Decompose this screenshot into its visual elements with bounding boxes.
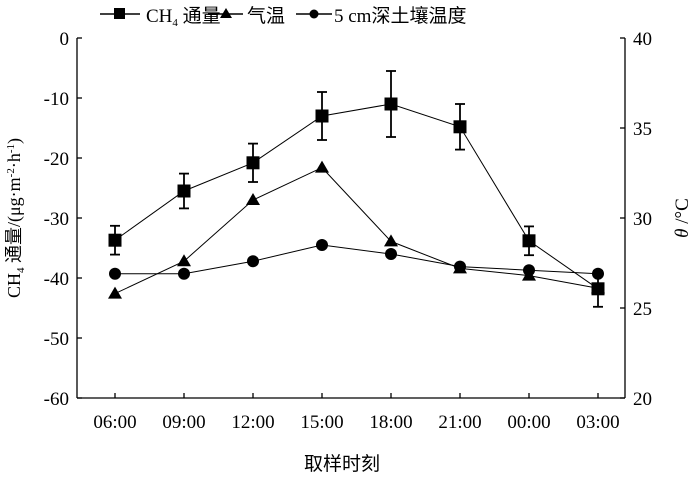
data-point-square	[108, 233, 122, 247]
data-point-circle	[247, 255, 259, 268]
data-point-square	[177, 184, 191, 198]
data-point-triangle	[315, 160, 329, 173]
data-point-square	[246, 156, 260, 170]
y-tick-label: -10	[44, 89, 69, 110]
x-tick-label: 12:00	[231, 412, 274, 433]
data-point-circle	[454, 260, 466, 273]
y-tick-label: -50	[44, 329, 69, 350]
y-tick-label: 0	[60, 29, 70, 50]
y2-tick-label: 40	[633, 29, 652, 50]
y2-tick-label: 35	[633, 119, 652, 140]
series-square	[108, 70, 605, 308]
data-point-triangle	[384, 234, 398, 247]
x-tick-label: 03:00	[576, 412, 619, 433]
legend-item-ch4: CH4 通量	[100, 5, 221, 29]
data-point-circle	[523, 264, 535, 277]
legend-label-ch4: CH4 通量	[146, 5, 221, 29]
data-point-circle	[178, 267, 190, 280]
data-point-circle	[109, 267, 121, 280]
y-tick-label: -30	[44, 209, 69, 230]
legend-label-soil-temp: 5 cm深土壤温度	[334, 5, 466, 27]
series-line	[114, 166, 599, 295]
legend-item-soil-temp: 5 cm深土壤温度	[296, 5, 466, 27]
x-axis-title: 取样时刻	[304, 453, 380, 475]
y-tick-label: -40	[44, 269, 69, 290]
legend: CH4 通量 气温 5 cm深土壤温度	[100, 5, 466, 29]
x-tick-label: 00:00	[507, 412, 550, 433]
y2-tick-label: 25	[633, 299, 652, 320]
series-line	[115, 244, 599, 275]
data-point-square	[384, 97, 398, 111]
y2-tick-label: 20	[633, 389, 652, 410]
series-circle	[109, 239, 604, 280]
x-tick-label: 09:00	[162, 412, 205, 433]
data-point-square	[315, 109, 329, 123]
y2-axis-title: θ /°C	[672, 198, 693, 238]
data-point-triangle	[591, 281, 605, 294]
legend-label-air-temp: 气温	[247, 5, 285, 27]
data-point-triangle	[108, 286, 122, 299]
y2-tick-label: 30	[633, 209, 652, 230]
y-tick-label: -20	[44, 149, 69, 170]
data-point-square	[522, 234, 536, 248]
series-line	[114, 103, 599, 290]
x-tick-label: 06:00	[93, 412, 136, 433]
data-point-triangle	[246, 193, 260, 205]
x-tick-label: 18:00	[369, 412, 412, 433]
data-point-circle	[385, 248, 397, 260]
data-point-square	[453, 120, 467, 134]
y-axis-title: CH4 通量/(μg·m-2·h-1)	[4, 138, 27, 298]
data-point-triangle	[177, 254, 191, 267]
y-tick-label: -60	[44, 389, 69, 410]
data-point-circle	[316, 239, 328, 251]
data-point-circle	[592, 267, 604, 280]
x-tick-label: 21:00	[438, 412, 481, 433]
legend-item-air-temp: 气温	[208, 5, 285, 27]
x-tick-label: 15:00	[300, 412, 343, 433]
